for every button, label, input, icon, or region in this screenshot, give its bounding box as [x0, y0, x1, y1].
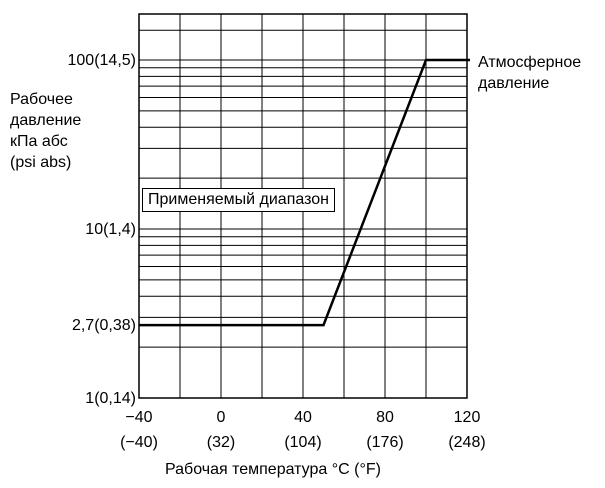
y-axis-label-line: давление [10, 112, 82, 129]
x-tick-sublabel: (104) [284, 434, 321, 451]
y-axis-label-line: кПа абс [10, 133, 68, 150]
atmospheric-label-line: давление [478, 75, 550, 92]
x-tick-label: −40 [125, 409, 152, 426]
y-tick-label: 1(0,14) [85, 390, 136, 407]
x-tick-label: 80 [376, 409, 394, 426]
applicable-range-label: Применяемый диапазон [142, 188, 335, 212]
horizontal-gridlines [139, 29, 467, 348]
plot-frame [138, 13, 468, 399]
x-tick-sublabel: (248) [448, 434, 485, 451]
series-line [139, 58, 467, 327]
x-tick-label: 40 [294, 409, 312, 426]
x-tick-labels: −40 (−40) 0 (32) 40 (104) 80 (176) 120 (248) [120, 409, 486, 451]
x-tick-sublabel: (176) [366, 434, 403, 451]
y-axis-label-line: Рабочее [10, 91, 73, 108]
y-axis-label-line: (psi abs) [10, 154, 72, 171]
y-axis-label: Рабочее давление кПа абс (psi abs) [10, 89, 130, 173]
x-axis-title: Рабочая температура °C (°F) [165, 461, 381, 478]
series-layer [139, 58, 470, 327]
x-tick-label: 0 [217, 409, 226, 426]
x-tick-sublabel: (−40) [120, 434, 158, 451]
x-tick-label: 120 [454, 409, 481, 426]
atmospheric-label-line: Атмосферное [478, 54, 582, 71]
y-tick-label: 100(14,5) [68, 52, 137, 69]
y-tick-label: 2,7(0,38) [72, 317, 136, 334]
atmospheric-pressure-label: Атмосферное давление [478, 52, 581, 94]
y-tick-labels: 1(0,14) 2,7(0,38) 10(1,4) 100(14,5) [68, 52, 137, 407]
x-tick-sublabel: (32) [207, 434, 235, 451]
y-tick-label: 10(1,4) [85, 221, 136, 238]
